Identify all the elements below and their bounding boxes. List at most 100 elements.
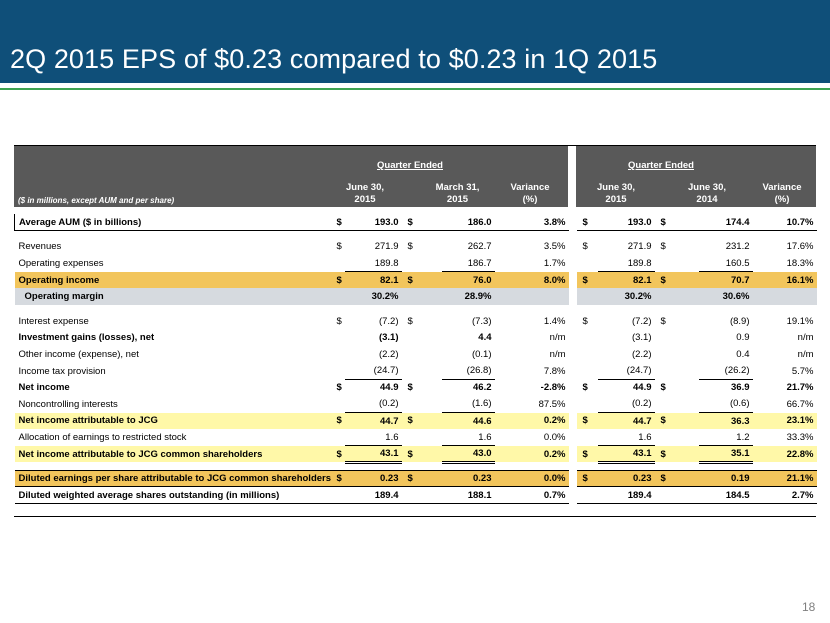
- value-cell: 0.23: [597, 469, 655, 488]
- col-header-variance-2: Variance (%): [762, 182, 802, 205]
- row-label: Investment gains (losses), net: [18, 332, 155, 344]
- currency-symbol: [655, 429, 699, 446]
- spacer-row: [15, 230, 817, 239]
- units-note: ($ in millions, except AUM and per share…: [18, 196, 175, 205]
- column-gap: [568, 412, 577, 430]
- variance-cell: 17.6%: [786, 241, 814, 253]
- variance-cell: 33.3%: [786, 431, 814, 443]
- currency-symbol: $: [660, 241, 666, 253]
- row-label: Diluted earnings per share attributable …: [14, 469, 331, 488]
- value-cell: 46.2: [473, 382, 492, 394]
- value-cell: 4.4: [478, 332, 492, 344]
- currency-symbol: [402, 396, 442, 413]
- value-cell: 44.9: [380, 382, 399, 394]
- value-cell: 186.0: [441, 214, 495, 232]
- currency-symbol: $: [654, 469, 699, 488]
- variance-cell: 8.0%: [494, 271, 569, 289]
- value-cell: 193.0: [597, 214, 655, 232]
- table-top-rule: [14, 145, 816, 146]
- table-row: Diluted earnings per share attributable …: [14, 469, 817, 488]
- value-cell: 44.6: [441, 412, 495, 430]
- value-cell: 36.3: [698, 412, 753, 430]
- value-cell: 189.4: [344, 486, 402, 504]
- table-row: Operating margin 30.2% 28.9% 30.2% 30.6%: [14, 288, 817, 305]
- currency-symbol: [331, 255, 345, 272]
- currency-symbol: $: [582, 382, 588, 394]
- currency-symbol: $: [576, 271, 598, 289]
- col-header-jun30-2014: June 30, 2014: [687, 182, 727, 205]
- value-cell: 82.1: [344, 271, 402, 289]
- currency-symbol: [401, 486, 442, 504]
- value-cell: (8.9): [729, 315, 750, 327]
- table-row: Operating expenses 189.8 186.7 1.7% 189.8 160…: [15, 255, 817, 273]
- spacer-row: [15, 462, 817, 471]
- currency-symbol: [402, 429, 442, 446]
- currency-symbol: [577, 429, 598, 446]
- row-label: Net income attributable to JCG: [14, 412, 331, 430]
- col-header-jun30-2015-b: June 30, 2015: [596, 182, 636, 205]
- currency-symbol: $: [654, 271, 699, 289]
- table-row: Noncontrolling interests (0.2) (1.6) 87.5% (…: [15, 395, 817, 414]
- page-number: 18: [802, 600, 816, 614]
- value-cell: 43.0: [441, 445, 495, 464]
- table-row: Income tax provision (24.7) (26.8) 7.8% (24.…: [15, 362, 817, 380]
- currency-symbol: $: [407, 241, 413, 253]
- group-2-title: Quarter Ended: [628, 160, 694, 171]
- col-header-mar31-2015: March 31, 2015: [435, 182, 480, 205]
- variance-cell: [752, 288, 817, 305]
- value-cell: 44.7: [344, 412, 402, 430]
- row-label: Operating income: [14, 271, 331, 289]
- currency-symbol: $: [336, 315, 342, 327]
- value-cell: (3.1): [378, 332, 399, 344]
- value-cell: 44.7: [597, 412, 655, 430]
- value-cell: 1.6: [441, 429, 495, 447]
- value-cell: (0.6): [698, 395, 753, 414]
- currency-symbol: $: [654, 412, 699, 430]
- value-cell: (26.2): [698, 362, 753, 380]
- currency-symbol: $: [576, 412, 598, 430]
- table-row: Operating income $82.1 $76.0 8.0% $82.1 $70.7…: [14, 271, 817, 289]
- currency-symbol: $: [576, 445, 598, 463]
- currency-symbol: [577, 396, 598, 413]
- currency-symbol: [577, 255, 598, 272]
- table-row: Net income attributable to JCG common sh…: [14, 445, 817, 464]
- variance-cell: 18.3%: [786, 257, 814, 269]
- value-cell: 193.0: [344, 214, 402, 232]
- row-label: Net income attributable to JCG common sh…: [14, 445, 331, 463]
- variance-cell: 66.7%: [786, 398, 814, 410]
- currency-symbol: [655, 396, 699, 413]
- variance-cell: 0.2%: [494, 412, 569, 430]
- variance-cell: 22.8%: [752, 445, 817, 463]
- currency-symbol: [402, 255, 442, 272]
- value-cell: 0.4: [736, 348, 750, 360]
- row-label: Average AUM ($ in billions): [14, 214, 331, 232]
- currency-symbol: $: [330, 271, 345, 289]
- value-cell: 28.9%: [441, 288, 495, 305]
- value-cell: (24.7): [597, 362, 655, 380]
- row-label: Income tax provision: [18, 365, 106, 377]
- column-gap: [568, 255, 577, 272]
- currency-symbol: $: [330, 445, 345, 463]
- currency-symbol: $: [401, 469, 442, 488]
- value-cell: 271.9: [374, 241, 399, 253]
- variance-cell: 1.7%: [543, 257, 566, 269]
- currency-symbol: $: [401, 214, 442, 232]
- currency-symbol: [330, 486, 345, 504]
- value-cell: 231.2: [725, 241, 750, 253]
- currency-symbol: $: [654, 445, 699, 463]
- slide-title: 2Q 2015 EPS of $0.23 compared to $0.23 i…: [10, 44, 658, 74]
- value-cell: 0.23: [441, 469, 495, 488]
- currency-symbol: $: [576, 214, 598, 232]
- currency-symbol: $: [336, 241, 342, 253]
- value-cell: 160.5: [698, 255, 753, 273]
- value-cell: 30.2%: [597, 288, 655, 305]
- currency-symbol: $: [401, 412, 442, 430]
- value-cell: (0.2): [597, 395, 655, 414]
- value-cell: (7.3): [471, 315, 492, 327]
- column-gap: [568, 288, 577, 305]
- value-cell: (0.2): [344, 395, 402, 414]
- value-cell: 82.1: [597, 271, 655, 289]
- variance-cell: 23.1%: [752, 412, 817, 430]
- currency-symbol: [331, 363, 345, 380]
- variance-cell: 3.5%: [543, 241, 566, 253]
